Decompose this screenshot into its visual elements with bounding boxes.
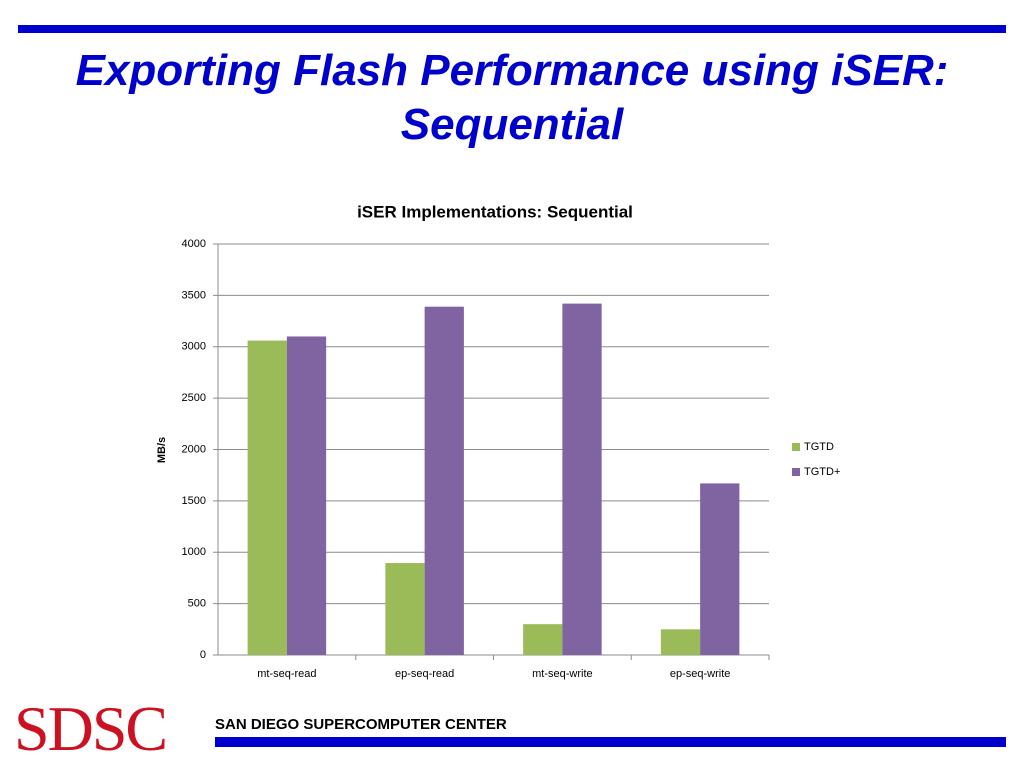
logo: SDSC [14,693,168,764]
bar [700,483,740,655]
x-tick-label: mt-seq-read [257,668,316,680]
y-axis-label: MB/s [156,437,168,463]
footer: SAN DIEGO SUPERCOMPUTER CENTER [215,716,507,733]
y-tick-label: 3000 [182,341,206,353]
legend-label: TGTD [804,441,834,453]
x-tick-label: ep-seq-read [395,668,454,680]
slide-title: Exporting Flash Performance using iSER: … [75,46,949,149]
y-tick-label: 2000 [182,443,206,455]
bar [385,563,425,655]
legend-label: TGTD+ [804,466,840,478]
y-tick-label: 500 [188,598,206,610]
bottom-rule [215,737,1006,747]
bar [562,303,602,655]
y-tick-label: 1000 [182,546,206,558]
y-tick-label: 0 [200,649,206,661]
x-tick-label: ep-seq-write [670,668,731,680]
legend-swatch [792,468,800,476]
bar [523,624,563,655]
legend-swatch [792,443,800,451]
y-tick-label: 4000 [182,238,206,250]
x-tick-label: mt-seq-write [532,668,593,680]
bar [247,340,287,655]
bar [286,336,327,655]
bar [660,629,701,655]
y-tick-label: 3500 [182,289,206,301]
y-tick-label: 1500 [182,495,206,507]
chart-title: iSER Implementations: Sequential [357,202,633,221]
bar [424,306,464,655]
y-tick-label: 2500 [182,392,206,404]
top-rule [18,25,1006,33]
